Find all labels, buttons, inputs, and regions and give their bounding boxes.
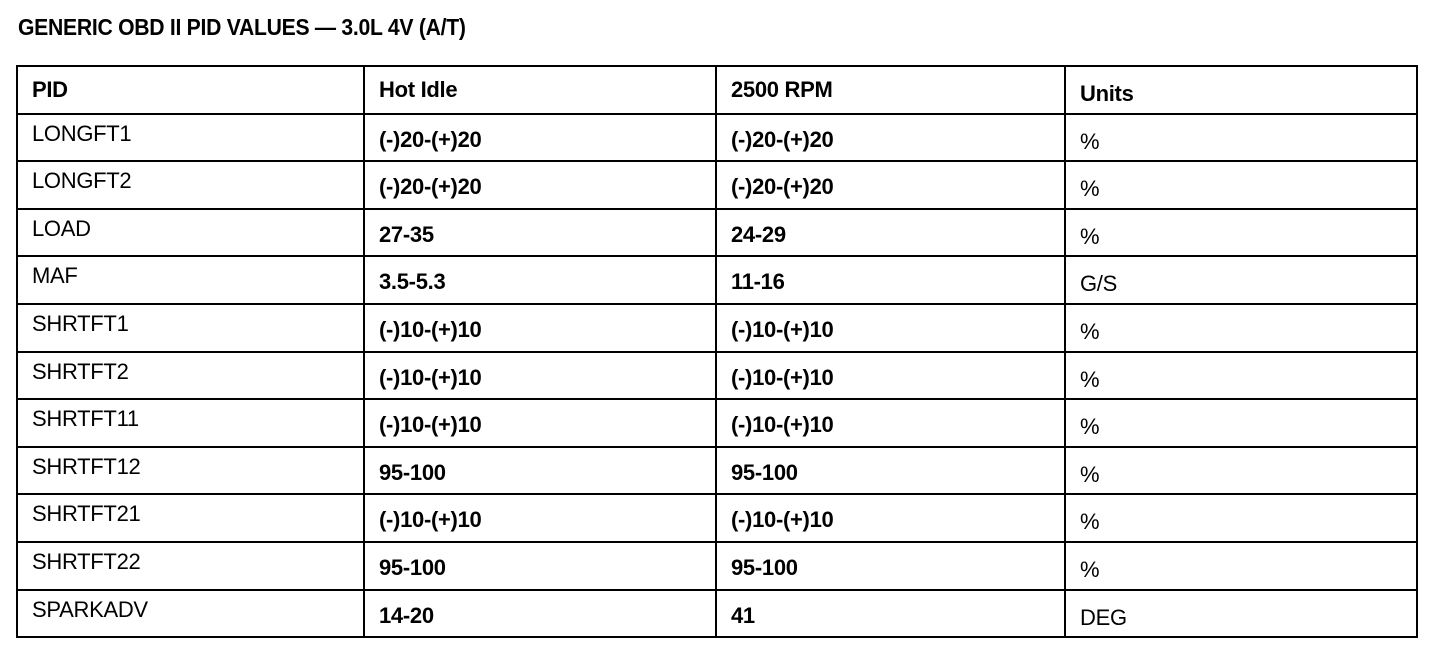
table-row: SPARKADV 14-20 41 DEG bbox=[16, 588, 1418, 639]
header-units: Units bbox=[1064, 65, 1418, 115]
table-row: LONGFT2 (-)20-(+)20 (-)20-(+)20% bbox=[16, 160, 1418, 210]
units-cell: % bbox=[1064, 493, 1418, 543]
hot-idle-cell: (-)10-(+)10 bbox=[363, 493, 717, 543]
pid-cell: LONGFT1 bbox=[16, 112, 365, 163]
pid-cell: SHRTFT22 bbox=[16, 540, 365, 591]
units-cell: % bbox=[1064, 445, 1418, 496]
pid-cell: SHRTFT2 bbox=[16, 350, 365, 401]
rpm-2500-cell: 95-100 bbox=[715, 540, 1066, 591]
units-cell: % bbox=[1064, 112, 1418, 163]
hot-idle-cell: 95-100 bbox=[363, 445, 717, 496]
pid-cell: SHRTFT11 bbox=[16, 398, 365, 448]
rpm-2500-cell: (-)10-(+)10 bbox=[715, 350, 1066, 401]
units-cell: % bbox=[1064, 302, 1418, 353]
pid-cell: MAF bbox=[16, 255, 365, 305]
units-cell: G/S bbox=[1064, 255, 1418, 305]
table-row: SHRTFT2 (-)10-(+)10 (-)10-(+)10% bbox=[16, 350, 1418, 401]
rpm-2500-cell: (-)20-(+)20 bbox=[715, 160, 1066, 210]
hot-idle-cell: 27-35 bbox=[363, 207, 717, 258]
table-row: SHRTFT1 (-)10-(+)10 (-)10-(+)10% bbox=[16, 302, 1418, 353]
rpm-2500-cell: (-)10-(+)10 bbox=[715, 398, 1066, 448]
units-cell: % bbox=[1064, 207, 1418, 258]
table-row: SHRTFT21 (-)10-(+)10 (-)10-(+)10% bbox=[16, 493, 1418, 543]
pid-cell: LOAD bbox=[16, 207, 365, 258]
table-row: SHRTFT12 95-100 95-100% bbox=[16, 445, 1418, 496]
hot-idle-cell: (-)10-(+)10 bbox=[363, 350, 717, 401]
units-cell: % bbox=[1064, 160, 1418, 210]
document-title: GENERIC OBD II PID VALUES — 3.0L 4V (A/T… bbox=[18, 14, 466, 40]
header-pid: PID bbox=[16, 65, 365, 115]
units-cell: DEG bbox=[1064, 588, 1418, 639]
rpm-2500-cell: 24-29 bbox=[715, 207, 1066, 258]
table-header-row: PID Hot Idle 2500 RPM Units bbox=[16, 65, 1418, 115]
header-hot-idle: Hot Idle bbox=[363, 65, 717, 115]
table-row: MAF 3.5-5.3 11-16 G/S bbox=[16, 255, 1418, 305]
hot-idle-cell: (-)20-(+)20 bbox=[363, 112, 717, 163]
pid-values-table: PID Hot Idle 2500 RPM Units LONGFT1 (-)20… bbox=[16, 65, 1418, 639]
hot-idle-cell: (-)10-(+)10 bbox=[363, 398, 717, 448]
pid-cell: SHRTFT12 bbox=[16, 445, 365, 496]
rpm-2500-cell: 95-100 bbox=[715, 445, 1066, 496]
hot-idle-cell: 14-20 bbox=[363, 588, 717, 639]
hot-idle-cell: (-)10-(+)10 bbox=[363, 302, 717, 353]
units-cell: % bbox=[1064, 398, 1418, 448]
table-row: LOAD 27-35 24-29% bbox=[16, 207, 1418, 258]
rpm-2500-cell: 11-16 bbox=[715, 255, 1066, 305]
rpm-2500-cell: (-)10-(+)10 bbox=[715, 493, 1066, 543]
units-cell: % bbox=[1064, 540, 1418, 591]
table-row: SHRTFT22 95-100 95-100% bbox=[16, 540, 1418, 591]
table-row: LONGFT1 (-)20-(+)20 (-)20-(+)20% bbox=[16, 112, 1418, 163]
units-cell: % bbox=[1064, 350, 1418, 401]
rpm-2500-cell: 41 bbox=[715, 588, 1066, 639]
header-2500-rpm: 2500 RPM bbox=[715, 65, 1066, 115]
hot-idle-cell: 95-100 bbox=[363, 540, 717, 591]
pid-cell: SHRTFT1 bbox=[16, 302, 365, 353]
pid-cell: SHRTFT21 bbox=[16, 493, 365, 543]
hot-idle-cell: (-)20-(+)20 bbox=[363, 160, 717, 210]
rpm-2500-cell: (-)10-(+)10 bbox=[715, 302, 1066, 353]
pid-cell: LONGFT2 bbox=[16, 160, 365, 210]
hot-idle-cell: 3.5-5.3 bbox=[363, 255, 717, 305]
table-row: SHRTFT11 (-)10-(+)10 (-)10-(+)10% bbox=[16, 398, 1418, 448]
rpm-2500-cell: (-)20-(+)20 bbox=[715, 112, 1066, 163]
pid-cell: SPARKADV bbox=[16, 588, 365, 639]
